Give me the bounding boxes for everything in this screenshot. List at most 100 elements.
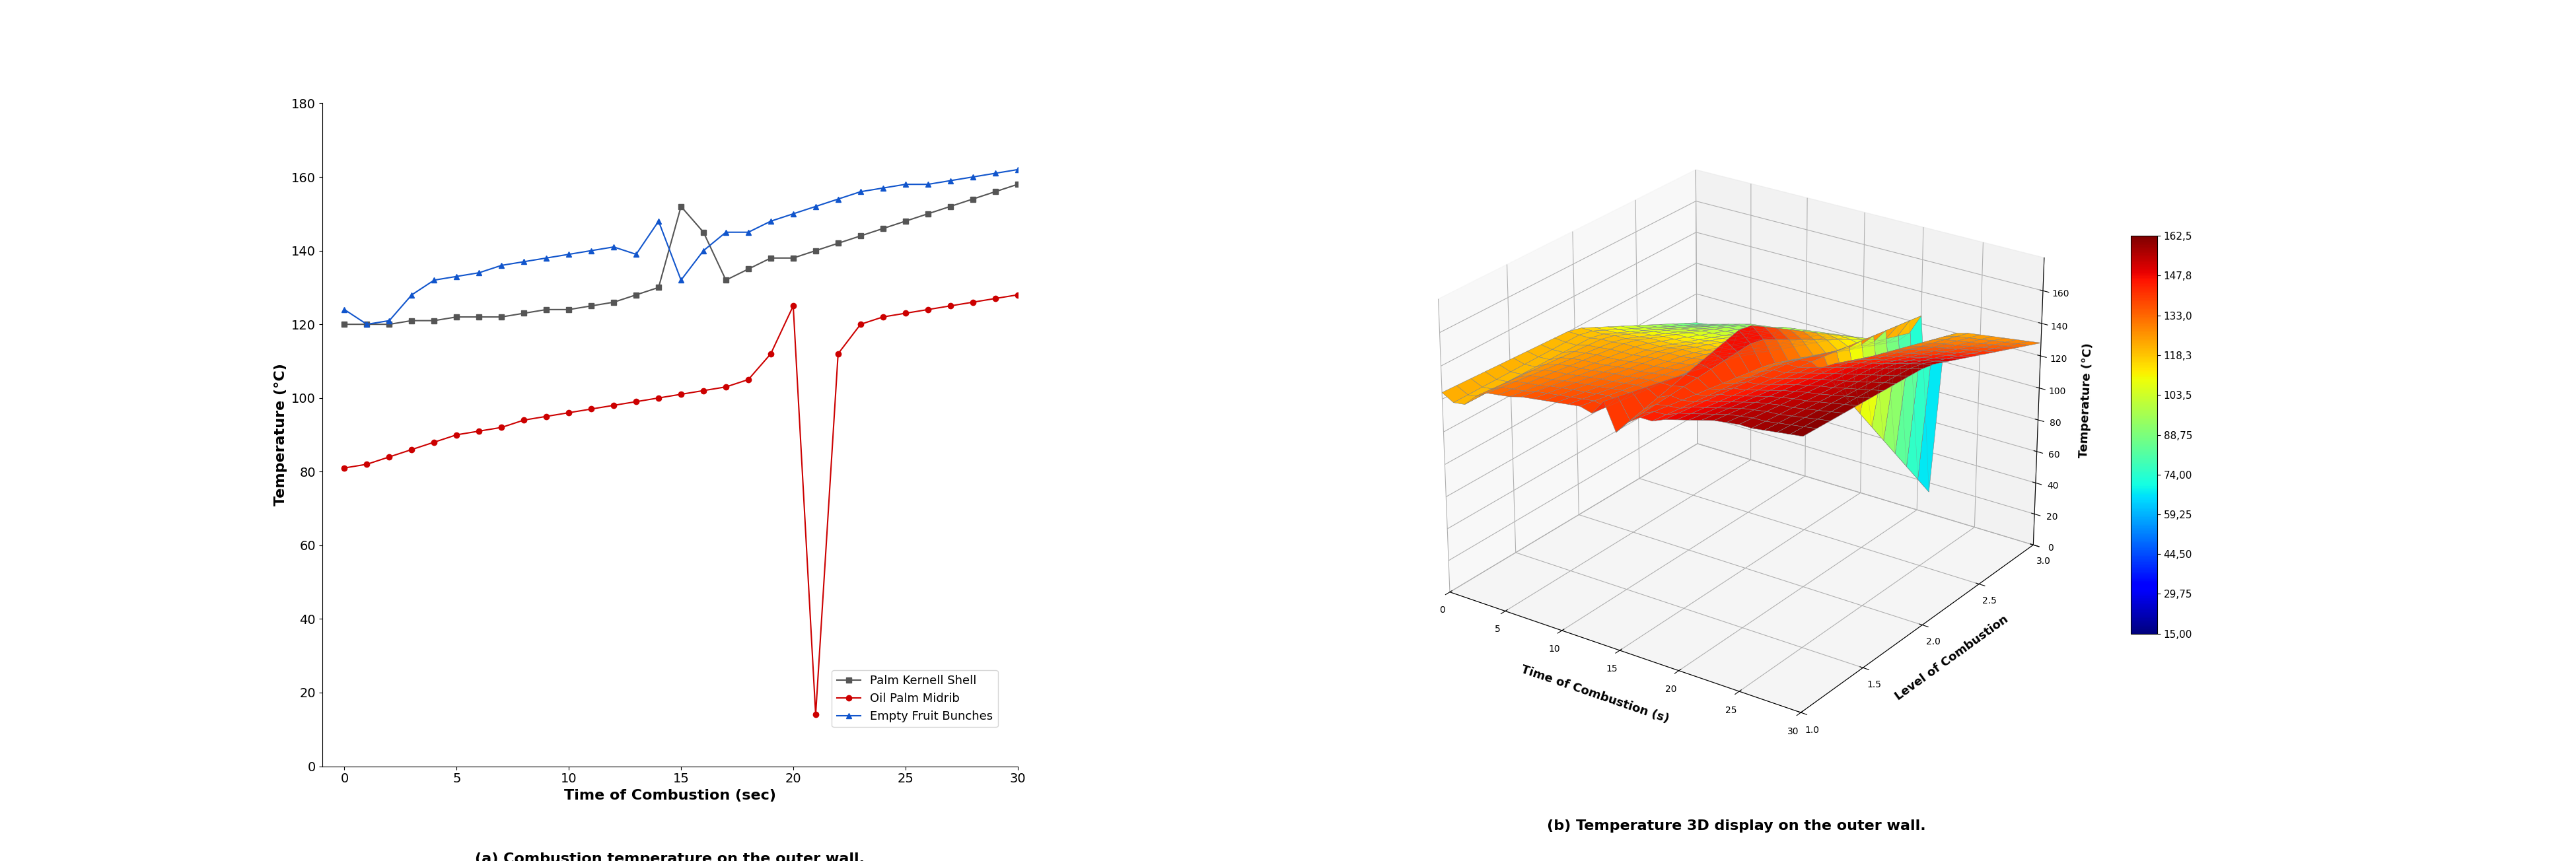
Empty Fruit Bunches	[621, 249, 652, 259]
Oil Palm Midrib	[845, 319, 876, 330]
Empty Fruit Bunches	[822, 194, 853, 204]
Text: (b) Temperature 3D display on the outer wall.: (b) Temperature 3D display on the outer …	[1548, 820, 1927, 833]
Empty Fruit Bunches	[801, 201, 832, 212]
Oil Palm Midrib	[507, 415, 538, 425]
Palm Kernell Shell	[868, 223, 899, 233]
Oil Palm Midrib	[801, 709, 832, 720]
Empty Fruit Bunches	[711, 227, 742, 238]
Palm Kernell Shell	[935, 201, 966, 212]
Palm Kernell Shell	[711, 275, 742, 285]
Oil Palm Midrib	[979, 294, 1010, 304]
Empty Fruit Bunches	[487, 260, 518, 270]
Oil Palm Midrib	[598, 400, 629, 411]
Oil Palm Midrib	[440, 430, 471, 440]
Empty Fruit Bunches	[665, 275, 696, 285]
Oil Palm Midrib	[778, 300, 809, 311]
Palm Kernell Shell	[958, 194, 989, 204]
Palm Kernell Shell	[464, 312, 495, 322]
Empty Fruit Bunches	[889, 179, 920, 189]
Oil Palm Midrib	[688, 386, 719, 396]
Empty Fruit Bunches	[845, 187, 876, 197]
Empty Fruit Bunches	[1002, 164, 1033, 175]
Palm Kernell Shell	[440, 312, 471, 322]
Line: Oil Palm Midrib: Oil Palm Midrib	[343, 292, 1020, 717]
Empty Fruit Bunches	[554, 249, 585, 259]
Palm Kernell Shell	[621, 289, 652, 300]
Palm Kernell Shell	[330, 319, 361, 330]
Palm Kernell Shell	[688, 227, 719, 238]
Oil Palm Midrib	[554, 407, 585, 418]
Legend: Palm Kernell Shell, Oil Palm Midrib, Empty Fruit Bunches: Palm Kernell Shell, Oil Palm Midrib, Emp…	[832, 670, 997, 728]
Empty Fruit Bunches	[688, 245, 719, 256]
Oil Palm Midrib	[868, 312, 899, 322]
Oil Palm Midrib	[755, 349, 786, 359]
Palm Kernell Shell	[734, 263, 765, 274]
X-axis label: Time of Combustion (sec): Time of Combustion (sec)	[564, 789, 775, 802]
Oil Palm Midrib	[487, 422, 518, 432]
Oil Palm Midrib	[912, 305, 943, 315]
Y-axis label: Temperature (°C): Temperature (°C)	[273, 363, 289, 506]
Palm Kernell Shell	[507, 308, 538, 319]
Oil Palm Midrib	[889, 308, 920, 319]
Empty Fruit Bunches	[397, 289, 428, 300]
X-axis label: Time of Combustion (s): Time of Combustion (s)	[1520, 664, 1672, 726]
Oil Palm Midrib	[350, 459, 381, 469]
Palm Kernell Shell	[755, 253, 786, 263]
Palm Kernell Shell	[531, 305, 562, 315]
Oil Palm Midrib	[1002, 289, 1033, 300]
Palm Kernell Shell	[577, 300, 608, 311]
Oil Palm Midrib	[374, 452, 404, 462]
Palm Kernell Shell	[889, 216, 920, 226]
Empty Fruit Bunches	[958, 172, 989, 183]
Oil Palm Midrib	[420, 437, 451, 448]
Palm Kernell Shell	[420, 315, 451, 325]
Palm Kernell Shell	[979, 187, 1010, 197]
Oil Palm Midrib	[711, 381, 742, 392]
Oil Palm Midrib	[644, 393, 675, 403]
Palm Kernell Shell	[801, 245, 832, 256]
Line: Empty Fruit Bunches: Empty Fruit Bunches	[343, 167, 1020, 327]
Palm Kernell Shell	[822, 238, 853, 249]
Palm Kernell Shell	[912, 208, 943, 219]
Palm Kernell Shell	[845, 231, 876, 241]
Empty Fruit Bunches	[979, 168, 1010, 178]
Empty Fruit Bunches	[440, 271, 471, 282]
Palm Kernell Shell	[487, 312, 518, 322]
Empty Fruit Bunches	[350, 319, 381, 330]
Empty Fruit Bunches	[778, 208, 809, 219]
Empty Fruit Bunches	[598, 242, 629, 252]
Empty Fruit Bunches	[755, 216, 786, 226]
Oil Palm Midrib	[577, 404, 608, 414]
Palm Kernell Shell	[554, 305, 585, 315]
Oil Palm Midrib	[734, 375, 765, 385]
Empty Fruit Bunches	[531, 253, 562, 263]
Oil Palm Midrib	[958, 297, 989, 307]
Empty Fruit Bunches	[912, 179, 943, 189]
Palm Kernell Shell	[778, 253, 809, 263]
Palm Kernell Shell	[350, 319, 381, 330]
Empty Fruit Bunches	[644, 216, 675, 226]
Line: Palm Kernell Shell: Palm Kernell Shell	[343, 182, 1020, 327]
Oil Palm Midrib	[665, 389, 696, 400]
Text: (a) Combustion temperature on the outer wall.: (a) Combustion temperature on the outer …	[474, 852, 866, 861]
Empty Fruit Bunches	[734, 227, 765, 238]
Oil Palm Midrib	[822, 349, 853, 359]
Empty Fruit Bunches	[935, 176, 966, 186]
Palm Kernell Shell	[665, 201, 696, 212]
Palm Kernell Shell	[374, 319, 404, 330]
Palm Kernell Shell	[397, 315, 428, 325]
Empty Fruit Bunches	[577, 245, 608, 256]
Oil Palm Midrib	[464, 426, 495, 437]
Y-axis label: Level of Combustion: Level of Combustion	[1893, 614, 2012, 703]
Empty Fruit Bunches	[420, 275, 451, 285]
Empty Fruit Bunches	[868, 183, 899, 193]
Empty Fruit Bunches	[330, 305, 361, 315]
Empty Fruit Bunches	[464, 268, 495, 278]
Oil Palm Midrib	[935, 300, 966, 311]
Empty Fruit Bunches	[507, 257, 538, 267]
Oil Palm Midrib	[330, 462, 361, 473]
Palm Kernell Shell	[598, 297, 629, 307]
Oil Palm Midrib	[621, 396, 652, 406]
Oil Palm Midrib	[531, 412, 562, 422]
Oil Palm Midrib	[397, 444, 428, 455]
